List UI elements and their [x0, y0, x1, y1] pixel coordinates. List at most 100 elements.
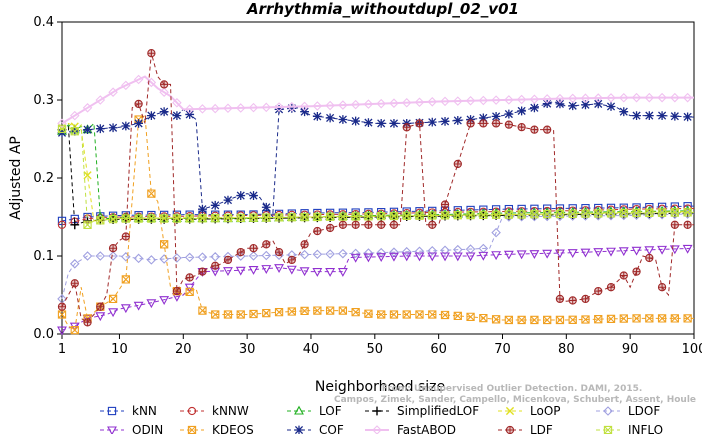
x-tick-label: 80: [558, 342, 575, 357]
data-point-ldof: [350, 248, 361, 259]
data-point-ldf-cross: [160, 80, 168, 88]
data-point-inflo: [185, 214, 194, 223]
legend-swatch-marker: [603, 406, 613, 416]
data-point-kdeos: [377, 310, 386, 319]
data-point-fastabod: [555, 93, 565, 104]
data-point-kdeos: [389, 310, 399, 319]
data-point-odin: [261, 265, 272, 274]
data-point-ldf-cross: [377, 221, 385, 229]
data-point-odin: [452, 252, 463, 262]
data-point-fastabod: [350, 99, 361, 110]
data-point-cof: [555, 99, 565, 109]
data-point-cof: [300, 107, 309, 117]
watermark-line-2: Campos, Zimek, Sander, Campello, Micenko…: [334, 395, 696, 405]
data-point-ldof: [453, 244, 463, 255]
data-point-fastabod: [312, 101, 323, 111]
data-point-ldf-cross: [632, 268, 641, 276]
data-point-odin: [120, 304, 131, 314]
data-point-kdeos: [351, 308, 360, 317]
data-point-ldof: [172, 253, 182, 263]
legend-item-knn: kNN: [100, 404, 157, 418]
data-point-inflo: [530, 210, 539, 219]
data-point-kdeos: [211, 310, 220, 319]
data-point-ldf-cross: [620, 271, 628, 280]
data-point-ldf-cross: [198, 268, 207, 276]
data-point-fastabod: [427, 97, 438, 107]
data-point-fastabod: [299, 101, 310, 112]
data-point-kdeos: [185, 287, 194, 297]
data-point-kdeos: [645, 314, 654, 323]
data-point-cof: [198, 204, 207, 214]
data-point-kdeos: [287, 307, 296, 316]
data-point-ldf-cross: [300, 240, 309, 248]
data-point-kdeos: [581, 315, 590, 324]
data-point-fastabod: [682, 92, 693, 103]
data-point-cof: [95, 124, 105, 134]
data-point-kdeos: [530, 315, 539, 325]
data-point-fastabod: [261, 102, 272, 113]
data-point-fastabod: [440, 96, 450, 107]
data-point-odin: [427, 252, 438, 262]
data-point-cof: [427, 117, 437, 127]
data-point-kdeos: [159, 240, 169, 249]
data-point-odin: [440, 252, 450, 262]
data-point-ldf-cross: [390, 221, 398, 229]
data-point-odin: [248, 266, 259, 275]
legend-label: LOF: [319, 404, 342, 418]
data-point-inflo: [172, 214, 182, 223]
x-tick-label: 90: [622, 342, 639, 357]
data-point-odin: [580, 248, 591, 258]
data-point-ldof: [159, 254, 169, 264]
data-point-ldf-cross: [262, 240, 270, 248]
data-point-ldof: [427, 245, 438, 256]
data-point-kdeos: [108, 294, 118, 304]
data-point-odin: [337, 268, 348, 277]
data-point-odin: [491, 251, 502, 261]
legend-item-kdeos: KDEOS: [180, 423, 254, 434]
data-point-fastabod: [542, 94, 552, 104]
data-point-inflo: [338, 212, 348, 221]
data-point-ldof: [299, 249, 310, 260]
data-point-ldof: [491, 227, 501, 238]
data-point-kdeos: [670, 314, 679, 323]
data-point-ldf-cross: [671, 221, 679, 229]
data-point-ldof: [440, 245, 450, 256]
data-point-fastabod: [414, 97, 425, 108]
data-point-ldof: [325, 249, 335, 259]
data-point-cof: [530, 103, 539, 113]
data-point-cof: [146, 111, 156, 120]
data-point-ldof: [146, 255, 157, 265]
data-point-odin: [478, 251, 489, 261]
data-point-kdeos: [543, 315, 552, 325]
data-point-fastabod: [223, 103, 233, 114]
series-kdeos: [57, 114, 694, 335]
data-point-odin: [223, 267, 233, 277]
data-point-inflo: [517, 210, 526, 219]
data-point-ldof: [567, 211, 578, 221]
data-point-fastabod: [593, 93, 604, 103]
data-point-ldf-cross: [607, 283, 615, 291]
data-point-fastabod: [159, 87, 169, 97]
data-point-fastabod: [325, 100, 335, 111]
data-point-ldof: [108, 251, 118, 261]
data-point-ldof: [580, 211, 591, 221]
legend-label: LDF: [530, 423, 553, 434]
data-point-fastabod: [401, 97, 412, 108]
data-point-inflo: [83, 220, 92, 229]
data-point-cof: [274, 104, 284, 114]
data-point-inflo: [134, 214, 143, 223]
data-point-kdeos: [70, 325, 79, 335]
data-point-ldf-cross: [288, 256, 296, 264]
data-point-inflo: [377, 211, 386, 221]
x-tick-label: 50: [367, 342, 384, 357]
data-point-fastabod: [184, 104, 195, 114]
series-line-kdeos: [61, 114, 694, 331]
data-point-inflo: [670, 208, 679, 217]
data-point-ldf-cross: [122, 232, 130, 241]
data-point-odin: [312, 268, 323, 277]
series-ldf: [57, 49, 694, 327]
data-point-cof: [261, 202, 271, 212]
legend-label: FastABOD: [397, 423, 456, 434]
data-point-fastabod: [657, 92, 667, 103]
